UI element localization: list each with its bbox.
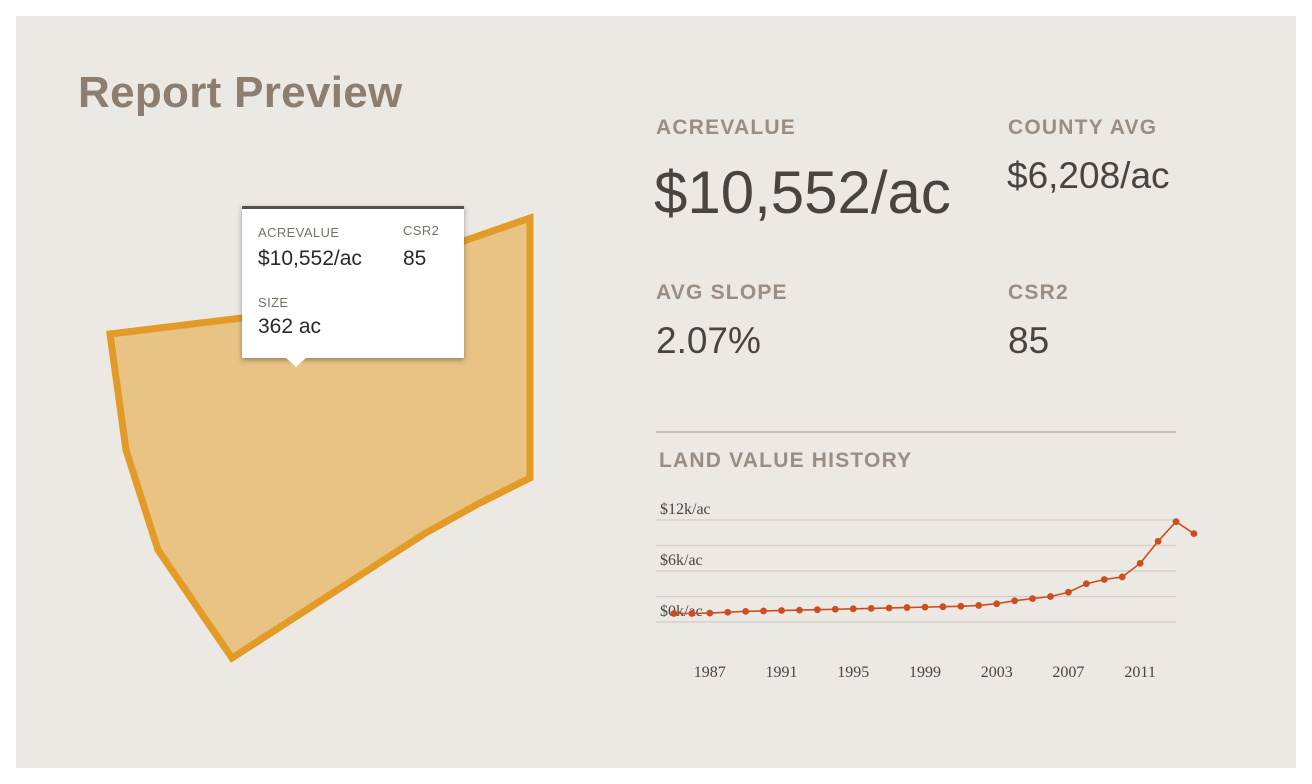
data-point — [957, 602, 965, 610]
x-tick-label: 1987 — [694, 664, 726, 681]
page-title: Report Preview — [78, 68, 403, 117]
data-point — [1047, 593, 1054, 600]
data-point — [760, 607, 767, 615]
data-point — [706, 609, 714, 617]
data-point — [993, 600, 1001, 608]
data-point — [1136, 559, 1144, 567]
data-point — [688, 610, 696, 617]
data-point — [742, 607, 750, 615]
data-point — [724, 608, 732, 616]
data-point — [1154, 537, 1162, 545]
tooltip-acrevalue-label: ACREVALUE — [258, 225, 340, 240]
y-tick-label: $12k/ac — [660, 501, 711, 518]
csr2-label: CSR2 — [1008, 281, 1069, 304]
data-point — [1190, 530, 1198, 537]
csr2-value: 85 — [1008, 320, 1050, 361]
data-point — [670, 610, 678, 617]
series-line — [673, 520, 1195, 615]
data-point — [867, 605, 875, 612]
tooltip-arrow — [286, 358, 306, 367]
data-point — [885, 604, 893, 612]
county-avg-label: COUNTY AVG — [1008, 116, 1158, 139]
tooltip-size-label: SIZE — [258, 295, 289, 310]
data-point — [849, 605, 857, 613]
land-value-history-chart: $0k/ac $6k/ac $12k/ac 1987 1991 1995 1999 2003 2… — [656, 501, 1198, 681]
data-point — [1082, 580, 1090, 588]
x-tick-label: 1999 — [909, 664, 941, 681]
x-tick-label: 1995 — [837, 664, 869, 681]
data-point — [813, 606, 821, 614]
acrevalue-label: ACREVALUE — [656, 116, 796, 139]
tooltip-csr2-value: 85 — [403, 247, 427, 270]
data-point — [939, 603, 947, 611]
data-point — [778, 607, 785, 614]
acrevalue-value: $10,552/ac — [654, 159, 951, 226]
data-point — [1065, 588, 1072, 596]
data-point — [1172, 518, 1180, 526]
data-point — [1100, 576, 1108, 583]
report-preview-panel: Report Preview ACREVALUE $10,552/ac CSR2… — [16, 16, 1296, 768]
land-value-history-title: LAND VALUE HISTORY — [659, 449, 913, 472]
data-point — [796, 606, 803, 614]
data-point — [831, 605, 839, 613]
section-divider — [656, 431, 1176, 433]
data-point — [1011, 597, 1019, 605]
tooltip-size-value: 362 ac — [258, 315, 322, 338]
data-point — [975, 602, 983, 609]
data-point — [1029, 595, 1036, 603]
avg-slope-label: AVG SLOPE — [656, 281, 788, 304]
tooltip-acrevalue-value: $10,552/ac — [258, 247, 362, 270]
data-point — [903, 604, 911, 611]
y-tick-label: $0k/ac — [660, 603, 703, 620]
data-point — [1118, 573, 1126, 581]
data-point — [921, 603, 929, 611]
x-tick-label: 2011 — [1124, 664, 1155, 681]
avg-slope-value: 2.07% — [656, 320, 761, 361]
x-tick-label: 1991 — [766, 664, 798, 681]
tooltip-csr2-label: CSR2 — [403, 223, 440, 238]
county-avg-value: $6,208/ac — [1007, 155, 1170, 196]
x-tick-label: 2007 — [1052, 664, 1084, 681]
parcel-tooltip: ACREVALUE $10,552/ac CSR2 85 SIZE 362 ac — [242, 206, 464, 367]
x-tick-label: 2003 — [981, 664, 1013, 681]
y-tick-label: $6k/ac — [660, 552, 703, 569]
